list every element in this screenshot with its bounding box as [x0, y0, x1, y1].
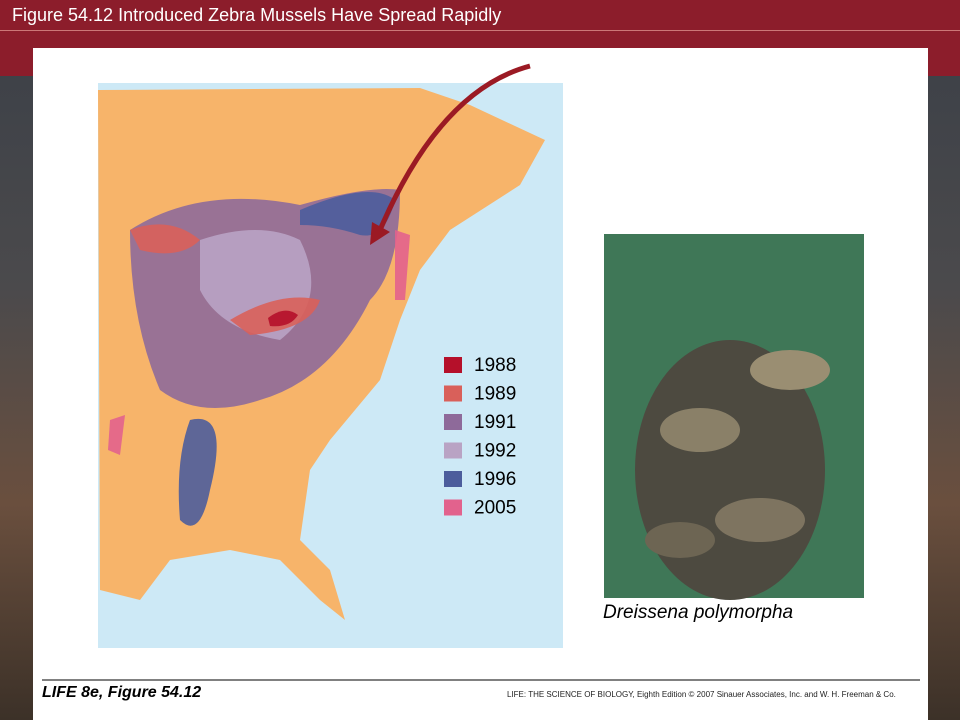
photo-mussel [750, 350, 830, 390]
legend-swatch [444, 357, 462, 373]
legend-label: 2005 [474, 498, 516, 519]
legend-swatch [444, 471, 462, 487]
title-bar [0, 0, 960, 31]
range-area [178, 418, 217, 526]
arrow [377, 63, 531, 231]
photo-caption: Dreissena polymorpha [603, 602, 794, 623]
arrow-head [370, 222, 390, 245]
photo-mussel [715, 498, 805, 542]
range-area [395, 230, 410, 300]
range-area [130, 224, 200, 254]
slide-title: Figure 54.12 Introduced Zebra Mussels Ha… [12, 5, 502, 25]
footer-right: LIFE: THE SCIENCE OF BIOLOGY, Eighth Edi… [507, 690, 896, 699]
legend-swatch [444, 499, 462, 516]
legend-label: 1988 [474, 355, 516, 376]
legend-label: 1991 [474, 412, 516, 433]
photo-mussel [645, 522, 715, 558]
legend-label: 1989 [474, 384, 516, 405]
range-area [268, 310, 298, 327]
legend-swatch [444, 385, 462, 402]
legend-swatch [444, 414, 462, 430]
legend-label: 1996 [474, 469, 516, 490]
legend-swatch [444, 442, 462, 459]
range-area [300, 192, 395, 236]
photo-mussel [660, 408, 740, 452]
range-area [108, 415, 125, 455]
legend-label: 1992 [474, 441, 516, 462]
footer-left: LIFE 8e, Figure 54.12 [42, 684, 202, 701]
